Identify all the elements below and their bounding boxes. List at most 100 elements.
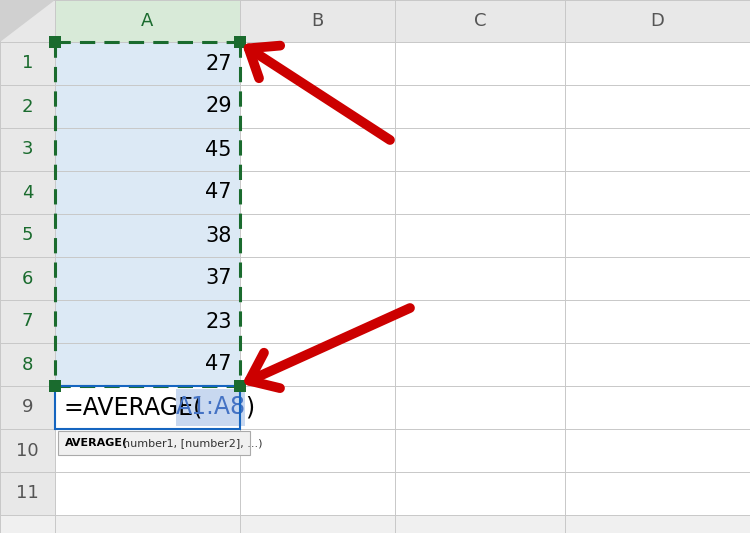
Text: C: C <box>474 12 486 30</box>
Text: 10: 10 <box>16 441 39 459</box>
Bar <box>565 128 750 171</box>
Text: ): ) <box>245 395 254 419</box>
Bar <box>55 128 240 171</box>
Text: 29: 29 <box>206 96 232 117</box>
Bar <box>565 214 750 257</box>
Bar <box>55 472 240 515</box>
Bar <box>240 300 395 343</box>
Bar <box>240 128 395 171</box>
Bar <box>234 380 246 392</box>
Bar <box>55 257 240 300</box>
Bar <box>55 42 240 85</box>
Bar <box>55 128 240 171</box>
Bar <box>240 257 395 300</box>
Bar <box>0 472 55 515</box>
Bar <box>0 429 55 472</box>
FancyBboxPatch shape <box>58 431 250 455</box>
Bar <box>395 300 565 343</box>
Bar <box>176 389 245 426</box>
Bar <box>49 36 61 48</box>
Bar <box>55 343 240 386</box>
Bar <box>0 0 750 42</box>
Text: 47: 47 <box>206 182 232 203</box>
Bar <box>395 85 565 128</box>
Bar <box>395 343 565 386</box>
Bar <box>0 42 55 85</box>
Bar <box>0 214 55 257</box>
Text: A1:A8: A1:A8 <box>176 395 245 419</box>
Bar <box>0 257 55 300</box>
Text: number1, [number2], ...): number1, [number2], ...) <box>123 438 262 448</box>
Bar <box>240 171 395 214</box>
Text: 5: 5 <box>22 227 33 245</box>
Bar <box>55 300 240 343</box>
Text: 8: 8 <box>22 356 33 374</box>
Text: 47: 47 <box>206 354 232 375</box>
Bar <box>565 429 750 472</box>
Bar <box>234 36 246 48</box>
Text: 38: 38 <box>206 225 232 246</box>
Text: 9: 9 <box>22 399 33 416</box>
Bar <box>565 300 750 343</box>
Text: 3: 3 <box>22 141 33 158</box>
Bar <box>55 171 240 214</box>
Text: AVERAGE(: AVERAGE( <box>65 438 128 448</box>
Bar <box>55 343 240 386</box>
Bar <box>565 42 750 85</box>
Bar <box>0 386 55 429</box>
Bar <box>55 42 240 85</box>
Text: 23: 23 <box>206 311 232 332</box>
Bar <box>55 429 240 472</box>
Bar <box>55 85 240 128</box>
Bar <box>55 85 240 128</box>
Bar <box>240 85 395 128</box>
Bar <box>0 85 55 128</box>
Text: B: B <box>311 12 324 30</box>
Bar <box>0 343 55 386</box>
Bar <box>55 386 240 429</box>
Bar <box>55 386 750 429</box>
Text: A: A <box>141 12 154 30</box>
Bar <box>565 171 750 214</box>
Bar <box>240 429 395 472</box>
Bar <box>240 472 395 515</box>
Bar <box>0 386 55 429</box>
Bar <box>240 214 395 257</box>
Bar <box>49 380 61 392</box>
Bar <box>55 386 240 429</box>
Text: 7: 7 <box>22 312 33 330</box>
Bar <box>395 472 565 515</box>
Bar <box>55 214 240 257</box>
Bar <box>0 300 55 343</box>
Bar <box>395 128 565 171</box>
Text: =AVERAGE(: =AVERAGE( <box>63 395 202 419</box>
Bar <box>565 343 750 386</box>
Text: 27: 27 <box>206 53 232 74</box>
Text: 45: 45 <box>206 140 232 159</box>
Bar <box>240 386 395 429</box>
Bar <box>565 472 750 515</box>
Bar <box>55 0 240 42</box>
Bar <box>55 171 240 214</box>
Text: 11: 11 <box>16 484 39 503</box>
Bar <box>55 257 240 300</box>
Bar <box>565 386 750 429</box>
Text: 1: 1 <box>22 54 33 72</box>
Bar <box>240 343 395 386</box>
Bar <box>0 128 55 171</box>
Bar <box>55 214 240 257</box>
Bar <box>395 171 565 214</box>
Bar <box>565 85 750 128</box>
Bar <box>395 214 565 257</box>
Text: 6: 6 <box>22 270 33 287</box>
Bar <box>395 42 565 85</box>
Text: 2: 2 <box>22 98 33 116</box>
Text: 4: 4 <box>22 183 33 201</box>
Bar <box>240 42 395 85</box>
Polygon shape <box>0 0 55 42</box>
Bar <box>55 300 240 343</box>
Bar <box>395 429 565 472</box>
Bar <box>0 171 55 214</box>
Bar <box>395 257 565 300</box>
Bar <box>395 386 565 429</box>
